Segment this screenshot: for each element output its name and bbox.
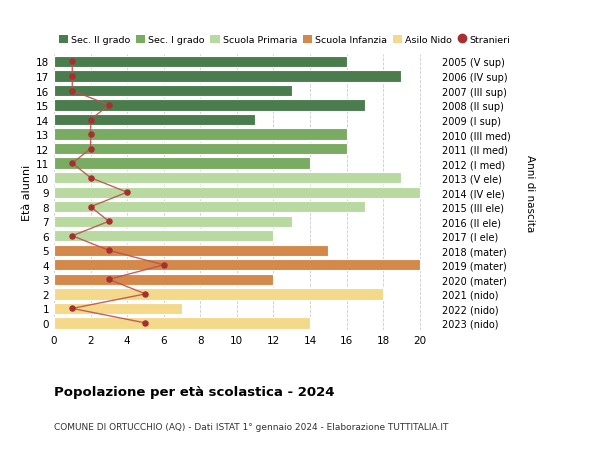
Point bbox=[104, 102, 113, 110]
Point bbox=[140, 319, 150, 327]
Bar bbox=[54, 230, 274, 242]
Bar bbox=[54, 216, 292, 227]
Bar bbox=[54, 71, 401, 83]
Bar bbox=[54, 318, 310, 329]
Bar bbox=[54, 289, 383, 300]
Point bbox=[67, 88, 77, 95]
Bar bbox=[54, 158, 310, 169]
Text: Popolazione per età scolastica - 2024: Popolazione per età scolastica - 2024 bbox=[54, 386, 335, 398]
Point bbox=[67, 73, 77, 80]
Legend: Sec. II grado, Sec. I grado, Scuola Primaria, Scuola Infanzia, Asilo Nido, Stran: Sec. II grado, Sec. I grado, Scuola Prim… bbox=[59, 36, 511, 45]
Bar bbox=[54, 115, 255, 126]
Point bbox=[104, 247, 113, 254]
Point bbox=[86, 146, 95, 153]
Point bbox=[86, 131, 95, 139]
Point bbox=[104, 218, 113, 225]
Point bbox=[140, 291, 150, 298]
Point bbox=[67, 59, 77, 66]
Bar bbox=[54, 56, 347, 68]
Point bbox=[67, 160, 77, 168]
Bar bbox=[54, 100, 365, 112]
Bar bbox=[54, 144, 347, 155]
Y-axis label: Anni di nascita: Anni di nascita bbox=[525, 154, 535, 231]
Bar bbox=[54, 303, 182, 314]
Point bbox=[86, 204, 95, 211]
Bar bbox=[54, 129, 347, 140]
Point bbox=[86, 117, 95, 124]
Point bbox=[67, 233, 77, 240]
Bar bbox=[54, 187, 420, 198]
Bar bbox=[54, 260, 420, 271]
Text: COMUNE DI ORTUCCHIO (AQ) - Dati ISTAT 1° gennaio 2024 - Elaborazione TUTTITALIA.: COMUNE DI ORTUCCHIO (AQ) - Dati ISTAT 1°… bbox=[54, 422, 448, 431]
Point bbox=[104, 276, 113, 283]
Point bbox=[122, 189, 132, 196]
Bar bbox=[54, 173, 401, 184]
Point bbox=[159, 262, 169, 269]
Bar bbox=[54, 245, 328, 257]
Bar bbox=[54, 202, 365, 213]
Bar bbox=[54, 274, 274, 285]
Point bbox=[67, 305, 77, 313]
Bar bbox=[54, 86, 292, 97]
Point bbox=[86, 174, 95, 182]
Y-axis label: Età alunni: Età alunni bbox=[22, 165, 32, 221]
